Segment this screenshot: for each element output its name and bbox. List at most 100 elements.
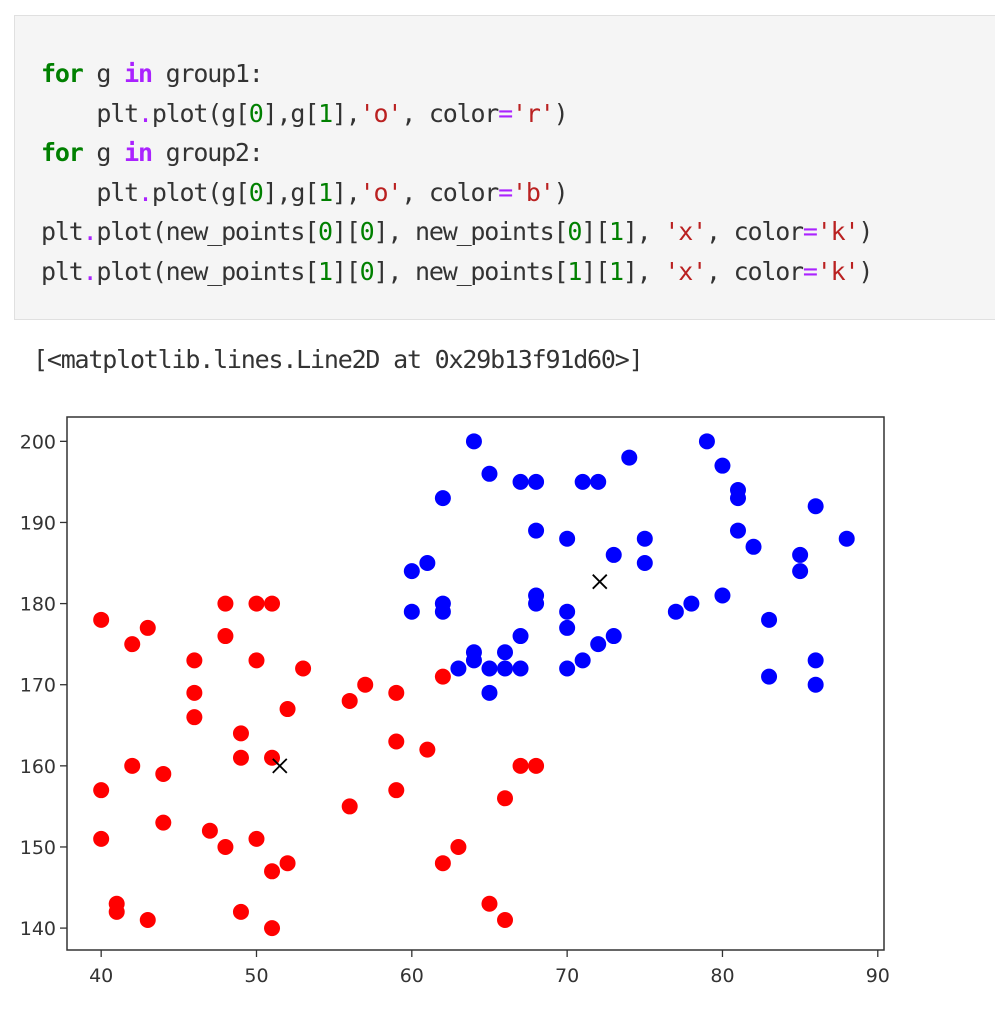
data-point <box>528 757 545 774</box>
data-point <box>295 660 312 677</box>
code-token: ) <box>858 256 873 286</box>
data-point <box>201 822 218 839</box>
data-point <box>93 611 110 628</box>
data-point <box>186 652 203 669</box>
data-point <box>248 652 265 669</box>
x-tick-label: 50 <box>244 965 268 987</box>
data-point <box>155 814 172 831</box>
code-token: in <box>124 59 153 88</box>
y-tick-label: 180 <box>20 594 56 616</box>
code-token: , color <box>401 98 499 128</box>
data-point <box>217 628 234 645</box>
data-point <box>232 725 249 742</box>
data-point <box>807 676 824 693</box>
data-point <box>528 522 545 539</box>
data-point <box>434 490 451 507</box>
code-editor[interactable]: for g in group1: plt.plot(g[0],g[1],'o',… <box>41 54 873 292</box>
x-tick-label: 60 <box>400 965 424 987</box>
code-token: 'x' <box>664 217 707 246</box>
data-point <box>264 595 281 612</box>
code-token: ][ <box>581 256 610 286</box>
code-token: 0 <box>318 217 333 246</box>
code-token: plt <box>41 177 139 207</box>
data-point <box>357 676 374 693</box>
code-line: plt.plot(new_points[1][0], new_points[1]… <box>41 252 873 292</box>
code-token: , color <box>705 256 804 286</box>
code-token: 0 <box>567 217 582 246</box>
data-point <box>124 636 141 653</box>
code-token: for <box>41 138 84 167</box>
data-point <box>481 684 498 701</box>
code-token: 'b' <box>512 177 555 207</box>
code-token: 'x' <box>664 256 707 286</box>
data-point <box>481 465 498 482</box>
code-token: g <box>82 59 125 88</box>
code-token: group1: <box>151 59 264 88</box>
x-tick-label: 90 <box>866 965 890 987</box>
data-point <box>667 603 684 620</box>
data-point <box>528 473 545 490</box>
code-token: 1 <box>318 256 333 286</box>
data-point <box>714 587 731 604</box>
code-token: 1 <box>608 217 624 246</box>
data-point <box>264 920 281 937</box>
code-token: ], <box>331 98 361 128</box>
code-line: plt.plot(g[0],g[1],'o', color='b') <box>41 173 872 213</box>
data-point <box>155 765 172 782</box>
data-point <box>139 619 156 636</box>
data-point <box>450 838 467 855</box>
code-token: 0 <box>359 217 375 246</box>
code-token: 1 <box>318 177 333 207</box>
code-token: g <box>82 138 125 167</box>
data-point <box>264 863 281 880</box>
code-line: plt.plot(new_points[0][0], new_points[0]… <box>41 212 873 252</box>
code-token: 0 <box>248 98 264 128</box>
code-token: ], <box>622 256 665 286</box>
data-point <box>341 798 358 815</box>
data-point <box>807 498 824 515</box>
data-point <box>559 603 576 620</box>
code-token: plot(new_points[ <box>96 256 319 286</box>
data-point <box>528 595 545 612</box>
data-point <box>792 546 809 563</box>
data-point <box>605 546 622 563</box>
y-tick-label: 160 <box>20 756 56 778</box>
y-tick-label: 190 <box>20 512 56 534</box>
data-point <box>745 538 762 555</box>
data-point <box>93 782 110 799</box>
code-token: = <box>498 98 513 128</box>
data-point <box>590 473 607 490</box>
data-point <box>279 701 296 718</box>
code-token: ][ <box>331 256 361 286</box>
code-token: ], <box>331 177 361 207</box>
data-point <box>388 782 405 799</box>
code-cell[interactable]: for g in group1: plt.plot(g[0],g[1],'o',… <box>14 15 995 320</box>
code-token: ], <box>622 217 665 246</box>
data-point <box>419 741 436 758</box>
output-text: [<matplotlib.lines.Line2D at 0x29b13f91d… <box>33 345 644 374</box>
code-token: 'r' <box>512 98 555 128</box>
code-token: ) <box>553 177 569 207</box>
data-point <box>388 733 405 750</box>
data-point <box>93 830 110 847</box>
data-point <box>683 595 700 612</box>
data-point <box>698 433 715 450</box>
code-token: ],g[ <box>262 177 320 207</box>
data-point <box>217 595 234 612</box>
scatter-plot: 40 50 60 70 80 90 140 150 160 170 180 190 200 <box>20 416 890 987</box>
code-token: ], new_points[ <box>373 256 568 286</box>
code-token: 0 <box>359 256 375 286</box>
code-token: for <box>41 59 84 88</box>
data-point <box>559 619 576 636</box>
data-point <box>434 668 451 685</box>
data-point <box>729 490 746 507</box>
code-token: 'k' <box>816 217 860 246</box>
code-token: = <box>498 177 513 207</box>
x-axis: 40 50 60 70 80 90 <box>89 950 890 987</box>
data-point <box>108 903 125 920</box>
data-point <box>419 555 436 572</box>
data-point <box>403 603 420 620</box>
data-point <box>450 660 467 677</box>
code-token: . <box>82 217 98 246</box>
code-line: plt.plot(g[0],g[1],'o', color='r') <box>41 94 872 134</box>
